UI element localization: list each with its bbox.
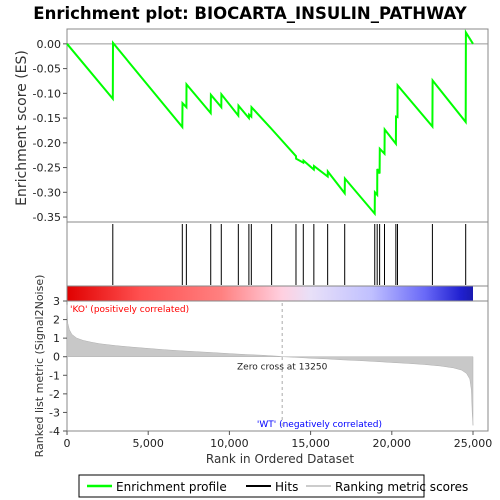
metric-y-tick-label: -3 bbox=[49, 406, 60, 419]
metric-y-tick-label: 2 bbox=[53, 314, 60, 327]
legend-hits-label: Hits bbox=[275, 480, 298, 494]
legend-ranking-label: Ranking metric scores bbox=[335, 480, 468, 494]
legend-enrichment-label: Enrichment profile bbox=[116, 480, 227, 494]
metric-y-tick-label: 1 bbox=[53, 332, 60, 345]
metric-y-tick-label: -4 bbox=[49, 425, 60, 438]
rank-x-tick-label: 5,000 bbox=[132, 437, 164, 450]
rank-color-bar-end bbox=[473, 286, 488, 301]
legend: Enrichment profile Hits Ranking metric s… bbox=[78, 474, 468, 498]
enrichment-profile-line bbox=[66, 29, 474, 217]
metric-y-axis: 3 2 1 0 -1 -2 -3 -4 bbox=[49, 295, 67, 438]
enrichment-panel: 0.00-0.05-0.10-0.15-0.20-0.25-0.30-0.35 … bbox=[14, 28, 489, 224]
ranking-metric-area bbox=[66, 304, 474, 426]
es-y-tick-label: -0.10 bbox=[33, 87, 61, 100]
metric-y-axis-label: Ranked list metric (Signal2Noise) bbox=[33, 275, 46, 458]
enrichment-panel-frame bbox=[66, 28, 489, 223]
ranked-metric-panel: Zero cross at 13250 'KO' (positively cor… bbox=[33, 275, 492, 466]
rank-x-tick-label: 20,000 bbox=[373, 437, 412, 450]
zero-cross-label: Zero cross at 13250 bbox=[237, 363, 328, 373]
hits-panel-frame bbox=[66, 221, 489, 287]
metric-y-tick-label: -2 bbox=[49, 388, 60, 401]
es-y-tick-label: -0.30 bbox=[33, 186, 61, 199]
rank-x-axis-label: Rank in Ordered Dataset bbox=[206, 452, 354, 466]
rank-color-bar bbox=[67, 286, 473, 301]
metric-y-tick-label: 3 bbox=[53, 295, 60, 308]
es-y-tick-label: -0.35 bbox=[33, 211, 61, 224]
es-y-tick-label: -0.25 bbox=[33, 162, 61, 175]
es-y-tick-label: -0.20 bbox=[33, 137, 61, 150]
hit-markers bbox=[112, 224, 467, 285]
es-y-axis-label: Enrichment score (ES) bbox=[14, 50, 30, 206]
negative-correlation-label: 'WT' (negatively correlated) bbox=[257, 420, 382, 430]
hits-panel bbox=[66, 221, 489, 287]
positive-correlation-label: 'KO' (positively correlated) bbox=[70, 305, 189, 315]
rank-x-tick-label: 0 bbox=[64, 437, 71, 450]
metric-y-tick-label: 0 bbox=[53, 351, 60, 364]
es-y-axis: 0.00 -0.05 -0.10 -0.15 -0.20 -0.25 -0.30 -0.35 bbox=[33, 38, 67, 224]
rank-x-tick-label: 25,000 bbox=[454, 437, 493, 450]
metric-y-tick-label: -1 bbox=[49, 369, 60, 382]
rank-x-tick-label: 10,000 bbox=[210, 437, 249, 450]
rank-x-axis: 0 5,000 10,000 15,000 20,000 25,000 bbox=[64, 431, 493, 450]
ranked-metric-panel-frame bbox=[66, 300, 489, 432]
es-y-tick-label: -0.05 bbox=[33, 63, 61, 76]
es-y-tick-label: -0.15 bbox=[33, 112, 61, 125]
chart-title: Enrichment plot: BIOCARTA_INSULIN_PATHWA… bbox=[33, 4, 467, 23]
rank-x-tick-label: 15,000 bbox=[291, 437, 330, 450]
es-y-tick-label: 0.00 bbox=[37, 38, 62, 51]
